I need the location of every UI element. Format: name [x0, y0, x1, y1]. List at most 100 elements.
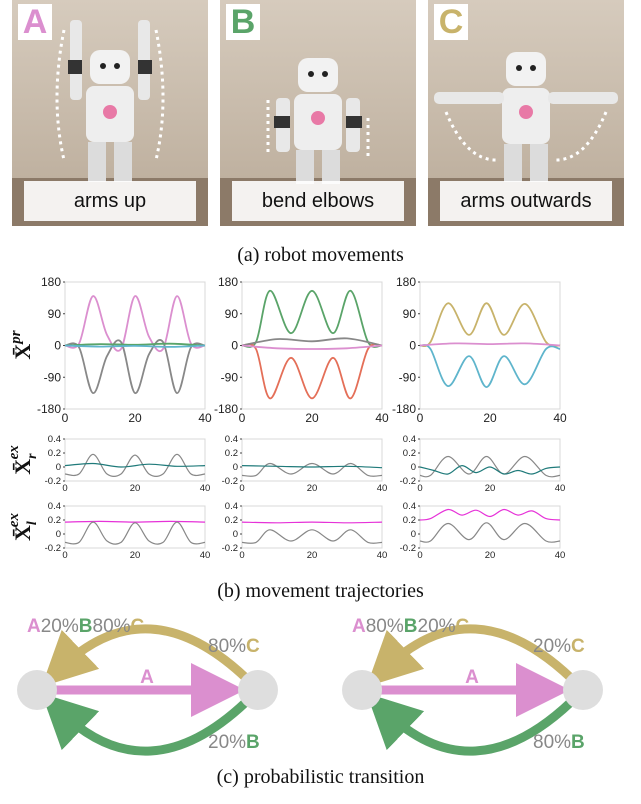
- y-axis-symbol: X̄: [10, 459, 35, 475]
- photo-arms-up: A arms up: [12, 0, 208, 226]
- label-c-edge-part: 20%: [533, 636, 571, 657]
- state-node-left: [342, 670, 382, 710]
- series-line-0: [64, 453, 206, 478]
- x-tick-label: 20: [483, 411, 497, 425]
- svg-text:X̄rex: X̄rex: [6, 445, 40, 475]
- series-line-0: [64, 520, 206, 523]
- y-tick-label: 0: [409, 339, 416, 353]
- label-b-edge: 20%B: [208, 732, 260, 753]
- y-tick-label: 0.4: [403, 434, 416, 445]
- x-tick-label: 40: [377, 483, 388, 494]
- series-line-1: [64, 521, 206, 545]
- x-tick-label: 20: [485, 550, 496, 561]
- y-tick-label: 0.2: [225, 448, 238, 459]
- y-axis-sup: ex: [6, 513, 22, 528]
- x-tick-label: 0: [417, 483, 422, 494]
- series-line-0: [64, 295, 206, 353]
- plot-frame: [64, 505, 206, 549]
- y-tick-label: 0: [56, 462, 61, 473]
- x-tick-label: 40: [377, 550, 388, 561]
- series-line-0: [241, 521, 383, 524]
- plot-frame: [419, 438, 561, 482]
- series-line-0: [241, 289, 383, 348]
- y-tick-label: 0.2: [403, 515, 416, 526]
- series-line-1: [419, 522, 561, 543]
- y-tick-label: 180: [218, 275, 238, 289]
- label-top-part: A: [352, 616, 366, 637]
- plot-exl-A: 0.40.20-0.20 20 40: [45, 501, 211, 561]
- y-axis-label-exr: X̄rex: [6, 445, 40, 475]
- state-node-right: [238, 670, 278, 710]
- photo-label: B: [226, 4, 260, 40]
- label-top: A20%B80%C: [27, 616, 145, 637]
- y-tick-label: 0: [233, 529, 238, 540]
- x-tick-label: 20: [307, 483, 318, 494]
- label-top-part: A: [27, 616, 41, 637]
- x-tick-label: 40: [555, 550, 566, 561]
- label-b-edge-part: B: [571, 732, 585, 753]
- label-b-edge-part: 20%: [208, 732, 246, 753]
- series-line-1: [241, 465, 383, 469]
- label-b-edge: 80%B: [533, 732, 585, 753]
- series-line-2: [241, 337, 383, 347]
- label-c-edge-part: C: [246, 636, 260, 657]
- label-top-part: B: [404, 616, 418, 637]
- plot-frame: [241, 505, 383, 549]
- series-line-3: [64, 344, 206, 348]
- y-tick-label: -180: [37, 402, 61, 416]
- label-a-edge-part: A: [140, 667, 154, 688]
- y-tick-label: 180: [41, 275, 61, 289]
- y-tick-label: -90: [44, 370, 62, 384]
- label-c-edge: 20%C: [533, 636, 585, 657]
- y-axis-sub: r: [25, 453, 40, 459]
- edge-b: [366, 693, 575, 756]
- series-line-1: [419, 344, 561, 389]
- label-top-part: 20%: [41, 616, 79, 637]
- y-tick-label: -180: [392, 402, 416, 416]
- photo-label: C: [434, 4, 468, 40]
- state-node-right: [563, 670, 603, 710]
- x-tick-label: 20: [485, 483, 496, 494]
- edge-c: [366, 624, 575, 687]
- x-tick-label: 0: [417, 550, 422, 561]
- state-node-left: [17, 670, 57, 710]
- photo-caption: arms outwards: [440, 181, 612, 221]
- y-tick-label: 0.2: [48, 448, 61, 459]
- y-tick-label: 0: [56, 529, 61, 540]
- x-tick-label: 40: [555, 483, 566, 494]
- y-tick-label: 180: [396, 275, 416, 289]
- y-tick-label: 0.4: [225, 501, 238, 512]
- y-tick-label: 0.4: [48, 434, 61, 445]
- y-tick-label: -0.2: [45, 543, 61, 554]
- photo-bend-elbows: B bend elbows: [220, 0, 416, 226]
- y-tick-label: 0.2: [403, 448, 416, 459]
- label-top-part: 80%: [93, 616, 131, 637]
- x-tick-label: 40: [375, 411, 389, 425]
- y-tick-label: -180: [214, 402, 238, 416]
- y-tick-label: 0: [233, 462, 238, 473]
- y-tick-label: 0.4: [48, 501, 61, 512]
- edge-c: [41, 624, 250, 687]
- y-tick-label: 0: [54, 339, 61, 353]
- y-tick-label: -0.2: [222, 476, 238, 487]
- svg-text:X̄pr: X̄pr: [8, 330, 35, 359]
- y-tick-label: 0.2: [225, 515, 238, 526]
- x-tick-label: 40: [198, 411, 212, 425]
- y-axis-label-pr: X̄pr: [8, 330, 35, 359]
- series-line-0: [419, 508, 561, 521]
- caption-c: (c) probabilistic transition: [216, 766, 425, 788]
- y-tick-label: -0.2: [400, 543, 416, 554]
- x-tick-label: 20: [128, 411, 142, 425]
- label-b-edge-part: B: [246, 732, 260, 753]
- series-line-0: [419, 302, 561, 348]
- svg-text:X̄lex: X̄lex: [6, 513, 40, 541]
- series-line-1: [241, 529, 383, 544]
- x-tick-label: 20: [307, 550, 318, 561]
- x-tick-label: 0: [62, 483, 67, 494]
- y-tick-label: -0.2: [400, 476, 416, 487]
- x-tick-label: 0: [417, 411, 424, 425]
- series-line-1: [241, 343, 383, 400]
- y-tick-label: 0: [411, 462, 416, 473]
